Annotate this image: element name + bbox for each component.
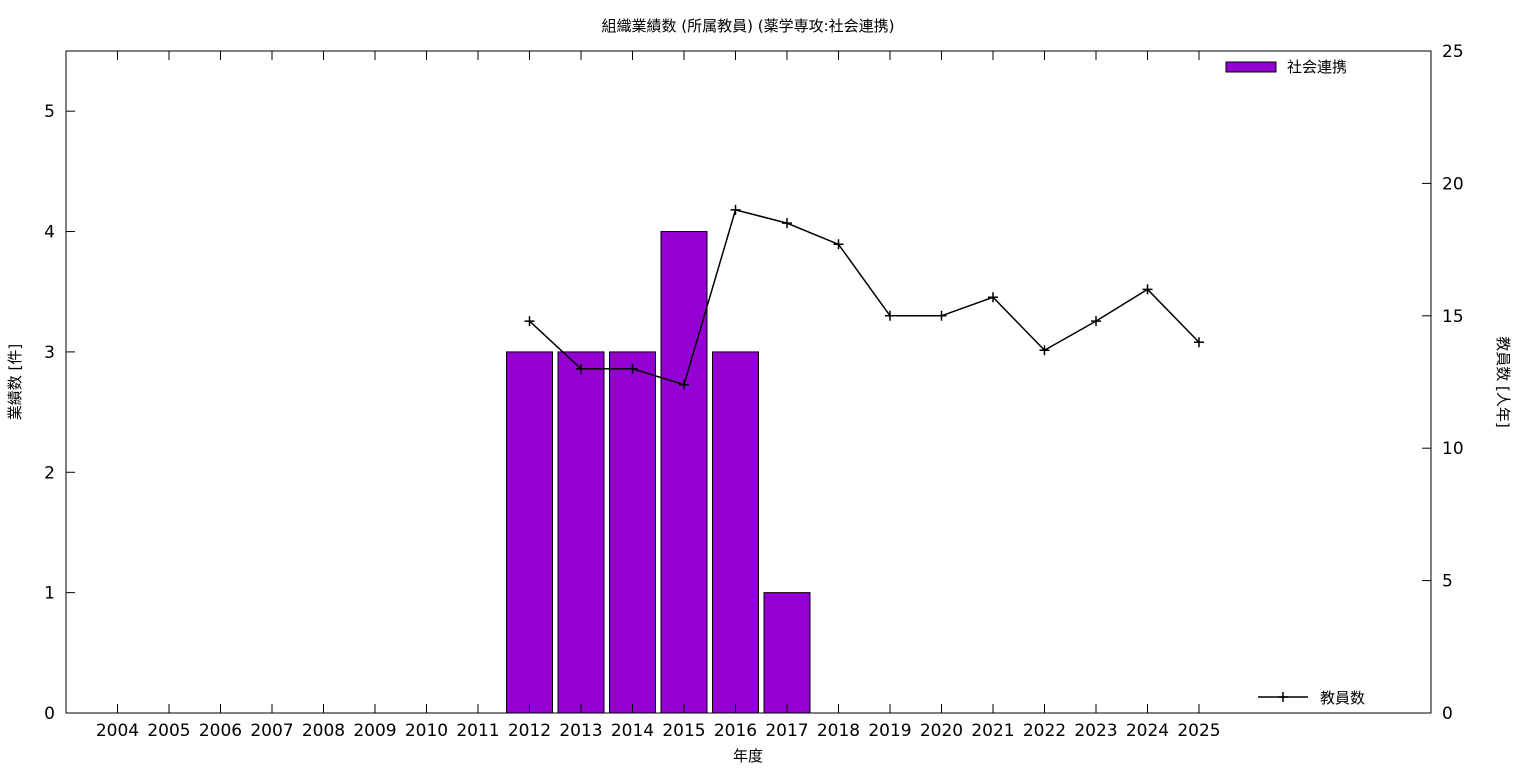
x-tick-label: 2004 (96, 721, 139, 741)
line-series (528, 208, 1200, 386)
bar-group (506, 231, 811, 714)
x-tick-label: 2015 (662, 721, 705, 741)
x-tick-label: 2006 (199, 721, 242, 741)
x-tick-label: 2012 (508, 721, 551, 741)
x-tick-label: 2021 (971, 721, 1014, 741)
x-tick-label: 2025 (1177, 721, 1220, 741)
bar-2017 (763, 592, 811, 714)
y-tick-label: 4 (44, 223, 55, 243)
legend-bar-swatch (1225, 61, 1277, 73)
line-series-group (524, 204, 1204, 390)
line-point-2016 (730, 204, 741, 215)
bar-2015 (660, 231, 708, 714)
legend-line: 教員数 (1258, 689, 1365, 707)
line-point-2023 (1091, 316, 1101, 327)
x-tick-label: 2013 (559, 721, 602, 741)
x-tick-label: 2017 (765, 721, 808, 741)
y2-axis-label: 教員数 [人年] (1494, 336, 1512, 427)
bar-2012 (506, 351, 553, 714)
x-tick-label: 2020 (920, 721, 963, 741)
line-point-2013 (576, 363, 586, 374)
line-point-2021 (988, 292, 998, 303)
y-tick-label: 1 (44, 584, 55, 604)
x-tick-label: 2009 (353, 721, 396, 741)
x-tick-label: 2018 (817, 721, 860, 741)
bar-2014 (609, 351, 656, 714)
y-tick-label: 0 (44, 704, 55, 724)
bar-2013 (557, 351, 605, 714)
legend-line-marker (1278, 692, 1288, 702)
x-tick-label: 2011 (456, 721, 499, 741)
y2-tick-label: 25 (1442, 42, 1464, 62)
y2-tick-label: 10 (1442, 439, 1464, 459)
x-tick-label: 2023 (1074, 721, 1117, 741)
y-tick-label: 3 (44, 343, 55, 363)
line-point-2015 (679, 379, 689, 390)
line-point-2018 (833, 239, 844, 250)
y2-tick-label: 15 (1442, 307, 1464, 327)
x-tick-label: 2024 (1126, 721, 1169, 741)
line-point-2019 (885, 310, 895, 321)
line-point-2017 (782, 218, 792, 229)
y-axis-label: 業績数 [件] (6, 344, 24, 420)
line-point-2025 (1194, 337, 1204, 348)
x-tick-label: 2005 (147, 721, 190, 741)
x-tick-label: 2016 (714, 721, 757, 741)
line-point-2012 (524, 316, 535, 327)
y-tick-label: 2 (44, 463, 55, 483)
legend-bars: 社会連携 (1225, 58, 1347, 76)
chart-title: 組織業績数 (所属教員) (薬学専攻:社会連携) (602, 17, 895, 35)
line-point-2022 (1039, 345, 1050, 356)
bar-2016 (712, 351, 759, 714)
legend-line-label: 教員数 (1320, 689, 1365, 707)
x-tick-label: 2014 (611, 721, 654, 741)
y-tick-label: 5 (44, 102, 55, 122)
x-tick-label: 2008 (302, 721, 345, 741)
line-point-2024 (1142, 284, 1153, 295)
legend-bar-label: 社会連携 (1287, 58, 1347, 76)
y2-tick-label: 0 (1442, 704, 1453, 724)
x-tick-label: 2010 (405, 721, 448, 741)
x-axis-label: 年度 (733, 747, 763, 765)
x-tick-label: 2007 (250, 721, 293, 741)
x-tick-label: 2022 (1023, 721, 1066, 741)
line-point-2014 (627, 363, 638, 374)
y2-tick-label: 5 (1442, 572, 1453, 592)
x-tick-label: 2019 (868, 721, 911, 741)
line-point-2020 (936, 310, 947, 321)
y2-tick-label: 20 (1442, 174, 1464, 194)
